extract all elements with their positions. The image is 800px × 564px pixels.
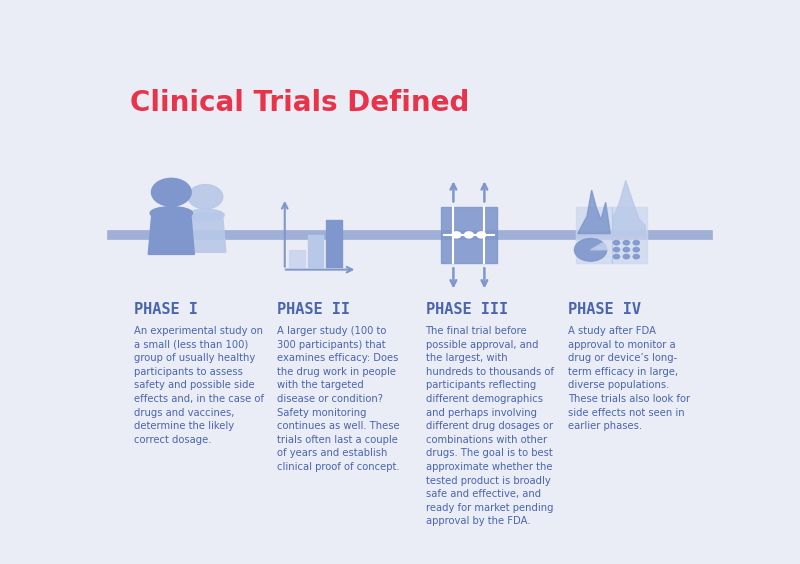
Text: Clinical Trials Defined: Clinical Trials Defined [130, 90, 469, 117]
Wedge shape [574, 239, 606, 261]
Circle shape [465, 232, 474, 238]
Polygon shape [185, 213, 226, 252]
Circle shape [634, 248, 639, 252]
Text: PHASE IV: PHASE IV [568, 302, 641, 317]
Bar [441, 206, 497, 263]
Circle shape [623, 248, 630, 252]
Circle shape [452, 232, 461, 238]
Text: The final trial before
possible approval, and
the largest, with
hundreds to thou: The final trial before possible approval… [426, 326, 554, 526]
Ellipse shape [150, 206, 193, 220]
Circle shape [188, 184, 222, 209]
Circle shape [623, 254, 630, 259]
Bar [289, 250, 305, 267]
Text: An experimental study on
a small (less than 100)
group of usually healthy
partic: An experimental study on a small (less t… [134, 326, 264, 445]
Text: A study after FDA
approval to monitor a
drug or device’s long-
term efficacy in : A study after FDA approval to monitor a … [568, 326, 690, 431]
Ellipse shape [186, 209, 224, 221]
Text: PHASE III: PHASE III [426, 302, 508, 317]
Circle shape [614, 254, 619, 259]
Circle shape [151, 178, 191, 206]
Polygon shape [613, 180, 646, 233]
Bar [326, 219, 342, 267]
Text: A larger study (100 to
300 participants) that
examines efficacy: Does
the drug w: A larger study (100 to 300 participants)… [277, 326, 399, 472]
Circle shape [623, 240, 630, 245]
Circle shape [477, 232, 486, 238]
Text: PHASE II: PHASE II [277, 302, 350, 317]
Bar [576, 206, 647, 263]
Circle shape [634, 240, 639, 245]
Bar [308, 235, 323, 267]
Polygon shape [578, 190, 610, 233]
Wedge shape [590, 243, 606, 250]
Text: PHASE I: PHASE I [134, 302, 198, 317]
Polygon shape [148, 211, 194, 254]
Circle shape [614, 240, 619, 245]
Circle shape [634, 254, 639, 259]
Circle shape [614, 248, 619, 252]
